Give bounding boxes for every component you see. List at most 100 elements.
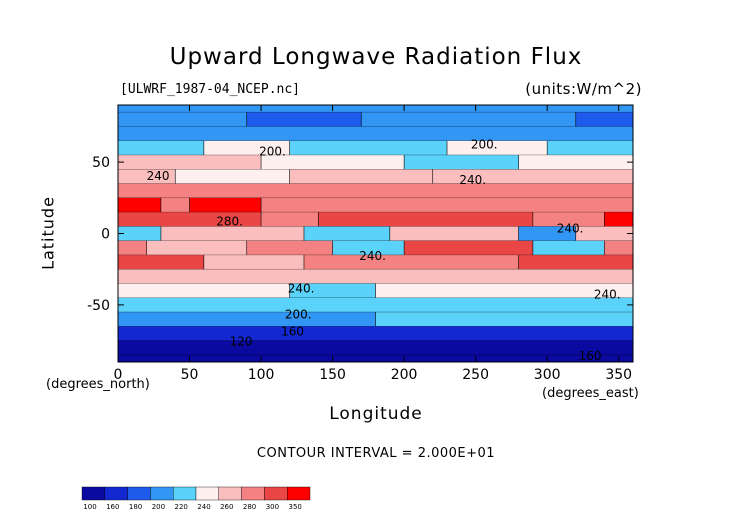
field-band: [246, 112, 362, 127]
contour-label: 200.: [259, 145, 286, 159]
colorbar-label: 100: [83, 503, 96, 511]
colorbar: 100 160 180 200 220 240 260 280 300 350: [81, 486, 311, 511]
contour-label: 240.: [359, 249, 386, 263]
field-band: [160, 197, 191, 213]
colorbar-label: 300: [266, 503, 279, 511]
field-band: [261, 154, 405, 170]
contour-label: 240.: [288, 282, 315, 296]
colorbar-swatch: [264, 486, 288, 501]
contour-label: 200.: [285, 307, 312, 321]
axis-ticks: 0 50 100 150 200 250 300 350 -50 0 50: [87, 105, 633, 383]
y-tick-label: -50: [87, 298, 110, 314]
y-tick-label: 50: [92, 155, 110, 171]
field-band: [375, 312, 633, 327]
field-band: [118, 312, 376, 327]
colorbar-swatch: [287, 486, 311, 501]
units-label: (units:W/m^2): [525, 80, 642, 98]
field-band: [404, 240, 534, 256]
field-band: [203, 140, 291, 156]
colorbar-label: 260: [220, 503, 233, 511]
colorbar-label: 200: [152, 503, 165, 511]
field-band: [118, 269, 633, 284]
contour-interval-label: CONTOUR INTERVAL = 2.000E+01: [256, 446, 496, 461]
field-band: [289, 169, 434, 185]
field-band: [118, 326, 633, 342]
contour-label: 240.: [594, 287, 621, 301]
contour-label: 240.: [557, 222, 584, 236]
colorbar-label: 350: [288, 503, 301, 511]
x-tick-label: 250: [462, 367, 489, 383]
contour-label: 240: [147, 169, 170, 183]
field-band: [118, 226, 162, 242]
colorbar-swatch: [81, 486, 105, 501]
contour-label: 160: [281, 325, 304, 339]
x-tick-label: 100: [248, 367, 275, 383]
colorbar-swatch: [241, 486, 265, 501]
colorbar-swatch: [127, 486, 151, 501]
field-band: [289, 283, 376, 299]
contour-label: 200.: [471, 137, 498, 151]
contour-label: 160: [579, 349, 602, 363]
field-band: [604, 212, 633, 227]
field-band: [289, 140, 448, 156]
field-band: [203, 254, 305, 270]
x-tick-label: 50: [181, 367, 199, 383]
field-band: [175, 169, 291, 185]
field-band: [246, 240, 334, 256]
field-band: [361, 112, 577, 127]
field-band: [160, 226, 305, 242]
field-band: [303, 254, 520, 270]
field-band: [303, 226, 391, 242]
field-band: [532, 240, 605, 256]
field-band: [118, 154, 262, 170]
field-band: [575, 112, 633, 127]
field-band: [432, 169, 633, 185]
field-band: [118, 126, 633, 142]
y-axis-unit: (degrees_north): [46, 377, 150, 392]
field-band: [146, 240, 248, 256]
file-name-label: [ULWRF_1987-04_NCEP.nc]: [120, 82, 301, 97]
x-tick-label: 350: [605, 367, 632, 383]
colorbar-swatch: [150, 486, 174, 501]
field-band: [118, 254, 205, 270]
colorbar-swatch: [104, 486, 128, 501]
field-band: [118, 183, 633, 199]
colorbar-label: 240: [197, 503, 210, 511]
field-band: [118, 197, 162, 213]
colorbar-label: 220: [174, 503, 187, 511]
field-band: [118, 283, 291, 299]
contour-lines: [118, 111, 633, 356]
field-band: [518, 226, 577, 242]
field-band: [518, 254, 633, 270]
field-band: [118, 340, 633, 356]
colorbar-swatch: [172, 486, 197, 501]
field-band: [118, 354, 633, 362]
field-band: [189, 197, 262, 213]
y-tick-label: 0: [101, 227, 110, 243]
x-tick-label: 0: [114, 367, 123, 383]
field-band: [261, 212, 319, 227]
field-band: [389, 226, 520, 242]
flux-field: [118, 105, 633, 362]
colorbar-swatch: [218, 486, 242, 501]
colorbar-label: 160: [106, 503, 119, 511]
field-band: [604, 240, 633, 256]
field-band: [332, 240, 405, 256]
field-band: [118, 212, 262, 227]
contour-label: 280.: [216, 215, 243, 229]
field-band: [118, 105, 633, 113]
colorbar-label: 180: [129, 503, 142, 511]
x-axis-label: Longitude: [329, 404, 423, 424]
field-band: [118, 112, 248, 127]
field-band: [447, 140, 548, 156]
field-band: [261, 197, 633, 213]
field-band: [404, 154, 520, 170]
x-tick-label: 300: [534, 367, 561, 383]
contour-labels: 200. 240 280. 240. 240. 200. 240. 240. 240. 200. 1…: [147, 137, 621, 362]
x-axis-unit: (degrees_east): [542, 386, 639, 401]
field-band: [375, 283, 633, 299]
chart-title: Upward Longwave Radiation Flux: [169, 44, 583, 70]
field-band: [118, 297, 633, 313]
colorbar-label: 280: [243, 503, 256, 511]
field-band: [547, 140, 633, 156]
